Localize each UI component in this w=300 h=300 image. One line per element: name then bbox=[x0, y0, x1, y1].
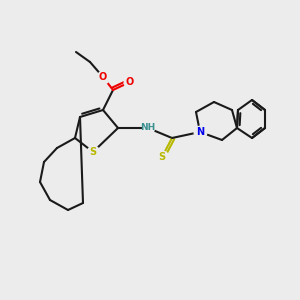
Text: O: O bbox=[99, 72, 107, 82]
Text: S: S bbox=[89, 147, 97, 157]
Text: O: O bbox=[126, 77, 134, 87]
Text: NH: NH bbox=[140, 124, 156, 133]
Text: S: S bbox=[158, 152, 166, 162]
Text: N: N bbox=[196, 127, 204, 137]
